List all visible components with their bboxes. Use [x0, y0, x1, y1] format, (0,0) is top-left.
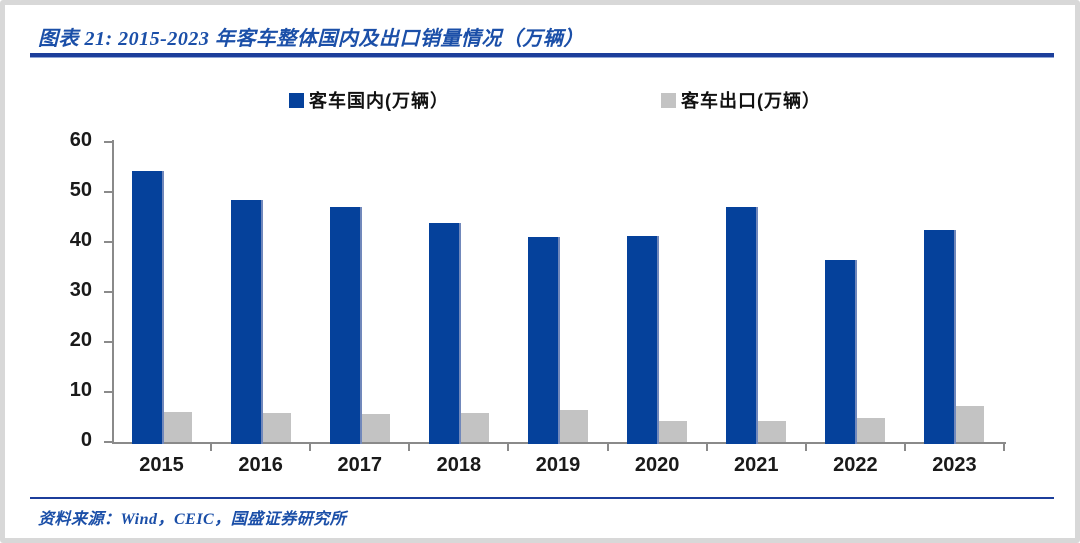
- bar-export-2016: [262, 412, 291, 442]
- source-divider: [30, 497, 1054, 499]
- x-axis-tick: [804, 442, 807, 451]
- bar-export-2020: [659, 421, 688, 442]
- bar-export-2021: [758, 421, 787, 442]
- bar-export-2017: [361, 413, 390, 442]
- bar-domestic-2023: [924, 230, 957, 444]
- x-axis-tick: [210, 442, 213, 451]
- bar-export-2023: [956, 406, 985, 442]
- bar-domestic-2015: [131, 171, 164, 444]
- bar-domestic-2016: [230, 199, 263, 444]
- x-tick-label-2020: 2020: [634, 454, 680, 476]
- legend-item-domestic: 客车国内(万辆）: [289, 87, 449, 113]
- legend-label-export: 客车出口(万辆）: [681, 91, 821, 111]
- bar-export-2019: [560, 409, 588, 442]
- x-axis-tick: [408, 442, 411, 451]
- y-tick-label-40: 40: [69, 229, 92, 251]
- title-underline: [30, 53, 1054, 57]
- bar-domestic-2018: [428, 223, 461, 444]
- y-tick-label-60: 60: [69, 129, 92, 151]
- x-tick-label-2022: 2022: [833, 454, 878, 476]
- x-tick-label-2016: 2016: [238, 454, 283, 476]
- y-axis-tick: [104, 141, 112, 143]
- x-tick-label-2015: 2015: [139, 454, 184, 476]
- x-axis-tick-end: [1003, 442, 1005, 451]
- y-axis-tick: [104, 241, 112, 243]
- x-tick-label-2023: 2023: [932, 454, 977, 476]
- y-axis-tick: [104, 391, 112, 393]
- bar-export-2018: [460, 413, 489, 442]
- bar-domestic-2022: [825, 260, 858, 444]
- y-tick-label-20: 20: [69, 329, 92, 351]
- x-axis-tick: [705, 442, 708, 451]
- bar-domestic-2020: [627, 236, 660, 444]
- y-axis-line: [112, 140, 114, 444]
- y-axis-tick: [104, 441, 112, 443]
- y-tick-label-10: 10: [69, 379, 92, 401]
- legend-swatch-domestic-icon: [289, 92, 304, 108]
- legend-item-export: 客车出口(万辆）: [661, 87, 821, 113]
- bar-domestic-2021: [726, 206, 759, 444]
- x-axis-tick: [309, 442, 312, 451]
- y-axis-tick: [104, 341, 112, 343]
- source-note: 资料来源：Wind，CEIC，国盛证券研究所: [38, 511, 347, 528]
- x-axis-tick: [903, 442, 906, 451]
- y-axis-tick: [104, 291, 112, 293]
- bar-export-2015: [163, 412, 192, 442]
- y-tick-label-50: 50: [69, 179, 92, 201]
- bar-domestic-2017: [329, 207, 362, 444]
- x-axis-tick: [606, 442, 609, 451]
- legend-swatch-export-icon: [661, 92, 676, 108]
- x-tick-label-2019: 2019: [535, 454, 581, 476]
- y-tick-label-30: 30: [69, 279, 92, 301]
- x-tick-label-2021: 2021: [733, 454, 779, 476]
- y-tick-label-0: 0: [80, 429, 92, 451]
- x-tick-label-2018: 2018: [436, 454, 482, 476]
- x-axis-tick: [507, 442, 510, 451]
- legend-label-domestic: 客车国内(万辆）: [309, 91, 449, 111]
- y-axis-tick: [104, 191, 112, 193]
- figure-title: 图表 21: 2015-2023 年客车整体国内及出口销量情况（万辆）: [38, 28, 584, 50]
- bar-domestic-2019: [528, 237, 560, 444]
- bar-export-2022: [857, 417, 886, 442]
- x-tick-label-2017: 2017: [337, 454, 383, 476]
